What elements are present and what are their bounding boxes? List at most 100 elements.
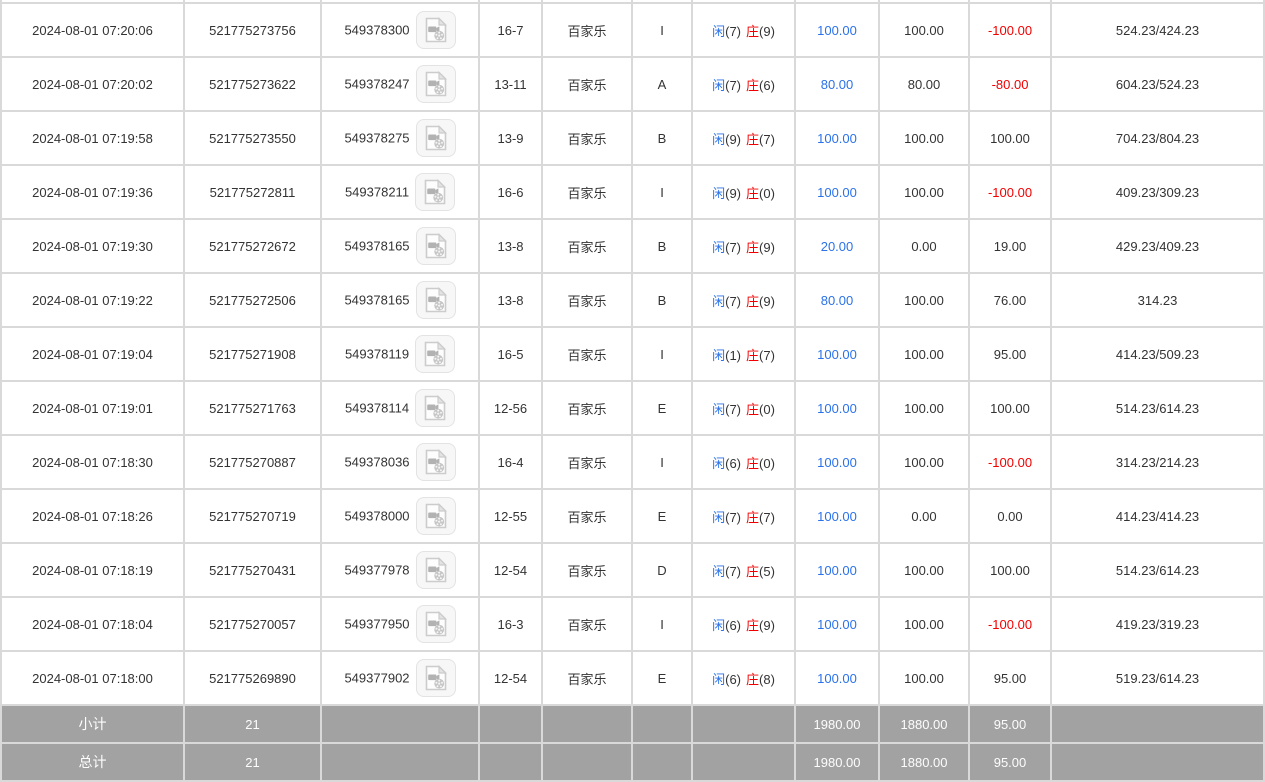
summary-empty-cell [320,742,480,782]
round-id: 549378165 [344,292,410,308]
video-record-icon[interactable] [415,65,456,103]
table-round-cell: 12-56 [478,380,543,436]
seat-letter: B [657,238,667,254]
video-record-icon[interactable] [415,551,456,589]
bet-amount-link[interactable]: 100.00 [817,130,857,146]
video-record-icon[interactable] [415,605,456,643]
clipped-cell [794,0,880,4]
video-record-icon[interactable] [415,281,456,319]
video-record-icon[interactable] [415,443,456,481]
video-record-icon[interactable] [415,227,456,265]
winloss-amount: -100.00 [987,184,1033,200]
table-round: 13-8 [497,292,524,308]
seat-letter: E [657,670,667,686]
valid-amount-cell: 100.00 [878,164,970,220]
video-record-icon[interactable] [415,389,456,427]
table-round-cell: 12-54 [478,650,543,706]
bet-time-cell: 2024-08-01 07:19:04 [0,326,185,382]
balance-value: 414.23/509.23 [1115,346,1200,362]
bet-amount-link[interactable]: 100.00 [817,22,857,38]
winloss-amount: 76.00 [993,292,1027,308]
game-name: 百家乐 [567,671,607,687]
balance-value: 514.23/614.23 [1115,562,1200,578]
bet-time-cell: 2024-08-01 07:20:06 [0,2,185,58]
order-id-cell: 521775269890 [183,650,322,706]
bet-amount-link[interactable]: 100.00 [817,400,857,416]
bet-time-cell: 2024-08-01 07:18:30 [0,434,185,490]
winloss-cell: 19.00 [968,218,1052,274]
valid-amount: 100.00 [904,346,944,362]
banker-score: (7) [759,347,775,363]
bet-amount-link[interactable]: 20.00 [820,238,854,254]
balance-cell: 704.23/804.23 [1050,110,1265,166]
result-cell: 闲(9) 庄(7) [691,110,796,166]
bet-amount-cell: 100.00 [794,596,880,652]
bet-time: 2024-08-01 07:18:30 [32,454,153,470]
table-row: 2024-08-01 07:19:58 521775273550 549378275… [0,110,1265,166]
balance-value: 419.23/319.23 [1115,616,1200,632]
summary-label-cell: 小计 [0,704,185,744]
bet-time-cell: 2024-08-01 07:18:04 [0,596,185,652]
subtotal-row: 小计 21 1980.00 1880.00 95.00 [0,704,1265,744]
video-record-icon[interactable] [415,173,456,211]
winloss-cell: 76.00 [968,272,1052,328]
bet-amount-cell: 20.00 [794,218,880,274]
order-id: 521775270719 [209,508,296,524]
summary-count-cell: 21 [183,704,322,744]
banker-label: 庄 [746,23,760,39]
seat-letter: E [657,400,667,416]
video-record-icon[interactable] [415,497,456,535]
player-score: (9) [725,185,741,201]
bet-amount-link[interactable]: 80.00 [820,76,854,92]
clipped-cell [183,0,322,4]
round-id-cell: 549378275 [320,110,480,166]
summary-bet-cell: 1980.00 [794,742,880,782]
winloss-amount: -80.00 [991,76,1029,92]
game-name: 百家乐 [567,23,607,39]
round-id: 549378036 [344,454,410,470]
video-record-icon[interactable] [415,11,456,49]
bet-amount-link[interactable]: 100.00 [817,670,857,686]
game-name-cell: 百家乐 [541,650,633,706]
video-record-icon[interactable] [415,659,456,697]
valid-amount: 100.00 [904,184,944,200]
order-id-cell: 521775270057 [183,596,322,652]
seat-cell: I [631,434,693,490]
bet-amount-link[interactable]: 100.00 [817,454,857,470]
player-label: 闲 [712,185,726,201]
bet-amount-link[interactable]: 100.00 [817,346,857,362]
order-id: 521775273622 [209,76,296,92]
bet-amount-link[interactable]: 100.00 [817,184,857,200]
banker-score: (5) [759,563,775,579]
order-id: 521775270887 [209,454,296,470]
seat-letter: B [657,130,667,146]
balance-value: 704.23/804.23 [1115,130,1200,146]
order-id-cell: 521775270431 [183,542,322,598]
table-row: 2024-08-01 07:18:00 521775269890 549377902… [0,650,1265,706]
summary-empty-cell [541,742,633,782]
winloss-cell: 95.00 [968,650,1052,706]
balance-cell: 409.23/309.23 [1050,164,1265,220]
round-id: 549378114 [344,400,410,416]
game-name: 百家乐 [567,509,607,525]
summary-bet-total: 1980.00 [813,716,861,732]
seat-letter: I [660,616,664,632]
balance-value: 409.23/309.23 [1115,184,1200,200]
bet-time-cell: 2024-08-01 07:19:01 [0,380,185,436]
summary-bet-total: 1980.00 [813,754,861,770]
balance-value: 514.23/614.23 [1115,400,1200,416]
bet-amount-link[interactable]: 100.00 [817,508,857,524]
seat-cell: E [631,650,693,706]
balance-value: 314.23 [1137,292,1178,308]
result-cell: 闲(9) 庄(0) [691,164,796,220]
video-record-icon[interactable] [415,335,456,373]
seat-letter: D [657,562,667,578]
winloss-amount: 19.00 [993,238,1027,254]
video-record-icon[interactable] [415,119,456,157]
bet-amount-link[interactable]: 100.00 [817,616,857,632]
seat-letter: B [657,292,667,308]
bet-amount-link[interactable]: 80.00 [820,292,854,308]
bet-amount-link[interactable]: 100.00 [817,562,857,578]
table-round-cell: 13-9 [478,110,543,166]
bet-amount-cell: 100.00 [794,164,880,220]
